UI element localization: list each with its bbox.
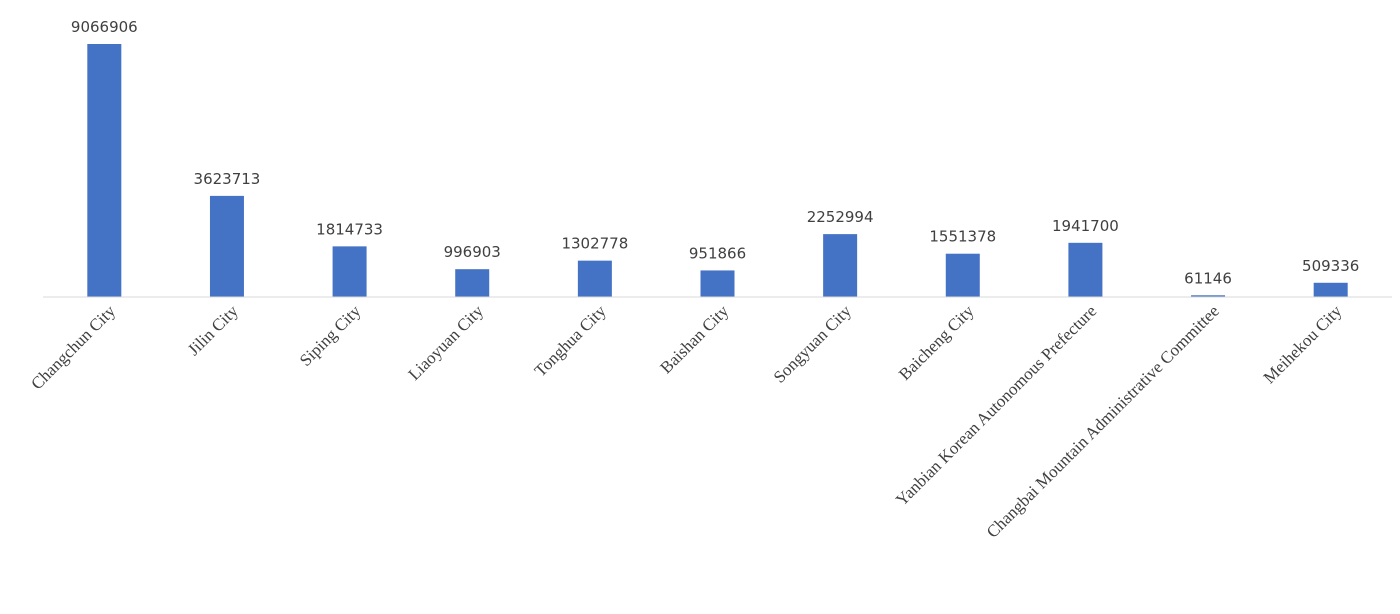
x-tick-label: Baishan City <box>656 301 732 377</box>
x-tick-label: Siping City <box>296 301 365 370</box>
data-label: 3623713 <box>194 170 261 188</box>
data-label: 9066906 <box>71 18 138 36</box>
bar <box>823 234 858 297</box>
data-label: 2252994 <box>807 208 874 226</box>
x-tick-label: Songyuan City <box>770 301 856 387</box>
bar <box>577 260 612 297</box>
data-label: 61146 <box>1184 269 1232 287</box>
data-label: 996903 <box>444 243 501 261</box>
bar <box>209 195 244 297</box>
bar <box>1191 295 1226 297</box>
x-tick-label: Changchun City <box>27 301 119 393</box>
data-label: 1551378 <box>929 228 996 246</box>
bar <box>455 269 490 297</box>
x-tick-label: Changbai Mountain Administrative Committ… <box>983 301 1223 541</box>
data-label: 509336 <box>1302 257 1359 275</box>
data-label: 951866 <box>689 244 746 262</box>
bar <box>1313 282 1348 297</box>
bar <box>1068 242 1103 297</box>
bar <box>87 44 122 297</box>
bar <box>700 270 735 297</box>
x-tick-label: Tonghua City <box>531 301 610 380</box>
data-label: 1814733 <box>316 220 383 238</box>
bar <box>332 246 367 297</box>
x-tick-label: Meihekou City <box>1260 301 1346 387</box>
x-tick-label: Baicheng City <box>895 301 978 384</box>
x-tick-label: Yanbian Korean Autonomous Prefecture <box>892 301 1100 509</box>
data-label: 1941700 <box>1052 217 1119 235</box>
bar <box>945 253 980 297</box>
data-label: 1302778 <box>561 235 628 253</box>
x-tick-label: Jilin City <box>184 301 242 359</box>
x-tick-label: Liaoyuan City <box>405 301 488 384</box>
